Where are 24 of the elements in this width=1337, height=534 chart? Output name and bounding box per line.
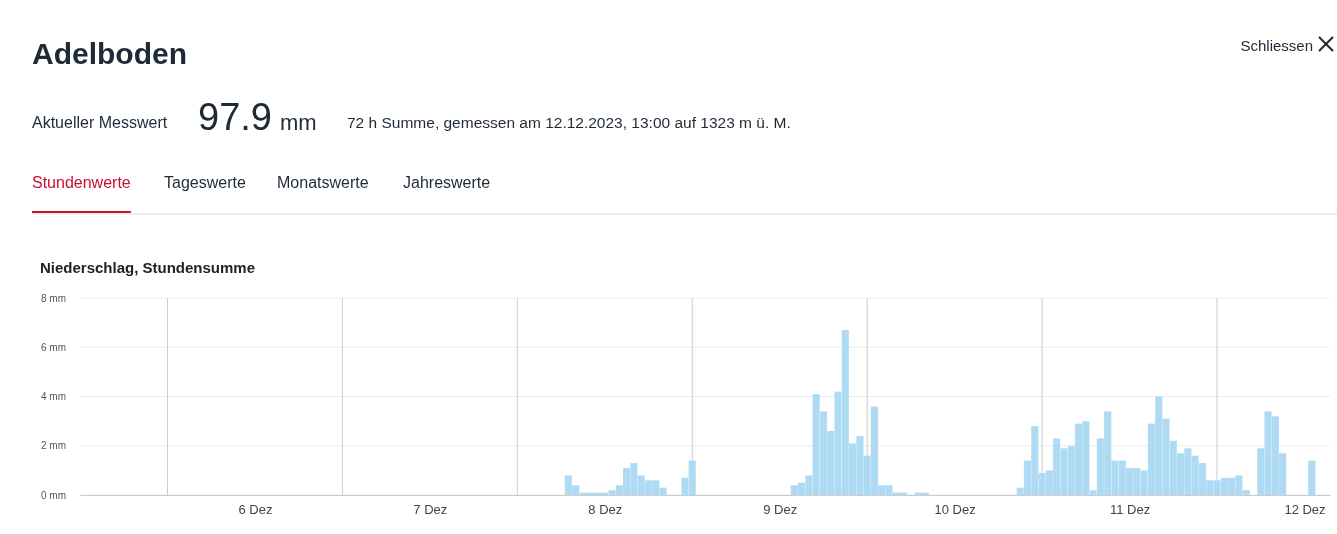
y-tick-label: 0 mm (41, 489, 66, 501)
y-tick-label: 6 mm (41, 341, 66, 353)
text: Stundenwerte (32, 174, 131, 191)
chart-title: Niederschlag, Stundensumme (40, 259, 256, 276)
text: Tageswerte (164, 174, 246, 191)
x-tick-label: 10 Dez (934, 502, 976, 518)
y-tick-label: 8 mm (41, 292, 66, 304)
x-tick-label: 9 Dez (763, 502, 798, 518)
text: mm (279, 110, 317, 135)
text: 72 h Summe, gemessen am 12.12.2023, 13:00 auf 1323 m ü. M. (347, 114, 791, 131)
text: 97.9 (198, 96, 272, 138)
y-tick-label: 4 mm (41, 391, 66, 403)
text: Aktueller Messwert (32, 114, 168, 131)
text: Adelboden (32, 37, 187, 70)
y-tick-label: 2 mm (41, 440, 66, 452)
bar (1307, 460, 1316, 496)
x-tick-label: 7 Dez (413, 502, 448, 518)
text: Jahreswerte (403, 174, 491, 191)
x-tick-label: 11 Dez (1109, 502, 1151, 518)
x-tick-label: 8 Dez (588, 502, 623, 518)
x-tick-label: 12 Dez (1284, 502, 1326, 518)
x-tick-label: 6 Dez (238, 502, 273, 518)
text: Monatswerte (277, 174, 369, 191)
text: Schliessen (1240, 37, 1313, 54)
